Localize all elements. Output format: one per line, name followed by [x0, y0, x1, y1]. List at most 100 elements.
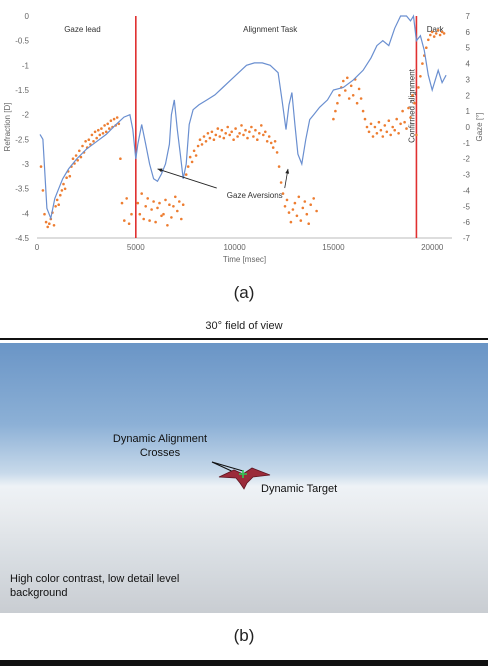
- gaze-point: [152, 200, 155, 203]
- gaze-point: [234, 127, 237, 130]
- annotation-arrow: [157, 168, 217, 189]
- gaze-point: [379, 128, 383, 132]
- gaze-point: [434, 32, 438, 35]
- gaze-point: [277, 165, 281, 168]
- y-tick-label: 0: [25, 12, 30, 21]
- x-tick-label: 15000: [322, 243, 345, 252]
- background-label: High color contrast, low detail level ba…: [10, 573, 180, 599]
- gaze-point: [206, 132, 210, 135]
- caption-b: (b): [233, 626, 255, 645]
- refraction-gaze-chart: 0 5000 10000 15000 20000 0 -0.5 -1 -1.5 -2 -2.5 -3 -…: [3, 12, 484, 264]
- gaze-point: [204, 140, 208, 143]
- gaze-point: [210, 130, 214, 134]
- y-axis-title: Refraction [D]: [3, 103, 12, 152]
- crosses-label: Dynamic Alignment Crosses: [112, 433, 208, 459]
- y-tick-label: -1: [22, 61, 30, 70]
- gaze-point: [160, 214, 163, 218]
- gaze-point: [381, 135, 385, 138]
- refraction-series: [39, 14, 447, 221]
- gaze-point: [230, 130, 233, 134]
- y2-tick-label: -4: [463, 186, 471, 195]
- gaze-point: [181, 203, 185, 206]
- gaze-point: [236, 135, 239, 138]
- gaze-point: [407, 106, 410, 110]
- gaze-point: [367, 130, 371, 134]
- gaze-point: [254, 128, 257, 132]
- gaze-point: [275, 151, 279, 154]
- gaze-point: [295, 214, 299, 218]
- x-tick-label: 20000: [421, 243, 444, 252]
- gaze-point: [90, 133, 94, 137]
- gaze-point: [214, 133, 218, 137]
- gaze-point: [332, 117, 335, 121]
- gaze-point: [267, 135, 271, 138]
- gaze-point: [303, 200, 307, 203]
- y2-tick-label: 6: [466, 28, 471, 37]
- y2-tick-label: -6: [463, 218, 471, 227]
- gaze-point: [315, 209, 318, 213]
- gaze-point: [146, 197, 149, 200]
- gaze-point: [252, 135, 255, 138]
- y-tick-label: -4.5: [15, 234, 29, 243]
- event-markers: Confirmed alignment: [135, 16, 418, 238]
- gaze-point: [93, 130, 97, 134]
- gaze-point: [188, 155, 192, 159]
- gaze-point: [104, 130, 108, 134]
- gaze-point: [309, 203, 313, 206]
- gaze-point: [375, 132, 379, 135]
- gaze-point: [101, 132, 105, 135]
- y-tick-label: -2: [22, 111, 30, 120]
- y-tick-label: -2.5: [15, 135, 29, 144]
- gaze-point: [84, 140, 87, 143]
- gaze-point: [421, 62, 424, 65]
- fov-label: 30° field of view: [205, 320, 283, 332]
- gaze-point: [432, 35, 436, 38]
- gaze-point: [399, 122, 402, 126]
- gaze-point: [108, 127, 111, 130]
- gaze-point: [391, 125, 395, 129]
- simulator-view: Dynamic Alignment Crosses Dynamic Target…: [0, 343, 488, 613]
- gaze-point: [95, 136, 98, 140]
- gaze-point: [427, 38, 430, 42]
- gaze-point: [271, 146, 275, 149]
- y2-tick-label: -7: [463, 234, 471, 243]
- gaze-point: [355, 101, 359, 105]
- gaze-point: [202, 135, 206, 138]
- event-marker-label: Confirmed alignment: [407, 68, 416, 143]
- x-tick-label: 0: [35, 243, 40, 252]
- gaze-point: [166, 224, 169, 227]
- gaze-point: [208, 136, 212, 140]
- gaze-point: [299, 219, 303, 222]
- gaze-point: [81, 144, 84, 148]
- gaze-point: [371, 135, 375, 138]
- gaze-point: [138, 212, 142, 216]
- gaze-point: [79, 155, 83, 159]
- gaze-point: [172, 205, 175, 208]
- x-tick-label: 10000: [223, 243, 246, 252]
- gaze-point: [198, 138, 202, 141]
- gaze-point: [250, 125, 253, 129]
- gaze-point: [436, 29, 440, 32]
- gaze-point: [196, 144, 200, 148]
- gaze-point: [156, 206, 159, 210]
- y2-tick-label: 2: [466, 91, 471, 100]
- gaze-point: [120, 201, 124, 205]
- gaze-point: [119, 157, 122, 160]
- gaze-point: [279, 181, 283, 184]
- gaze-point: [87, 138, 91, 141]
- gaze-point: [136, 201, 140, 205]
- gaze-point: [409, 116, 412, 119]
- annotations: Gaze Aversions: [157, 168, 290, 200]
- gaze-point: [174, 195, 177, 199]
- gaze-point: [269, 141, 273, 145]
- y2-tick-label: -1: [463, 139, 471, 148]
- gaze-point: [176, 209, 179, 213]
- gaze-point: [260, 124, 263, 127]
- gaze-point: [184, 173, 188, 176]
- gaze-point: [240, 124, 243, 127]
- y2-tick-label: -2: [463, 155, 471, 164]
- gaze-series: [39, 29, 446, 229]
- gaze-point: [351, 94, 355, 97]
- gaze-point: [265, 140, 269, 143]
- y2-tick-label: 4: [466, 60, 471, 69]
